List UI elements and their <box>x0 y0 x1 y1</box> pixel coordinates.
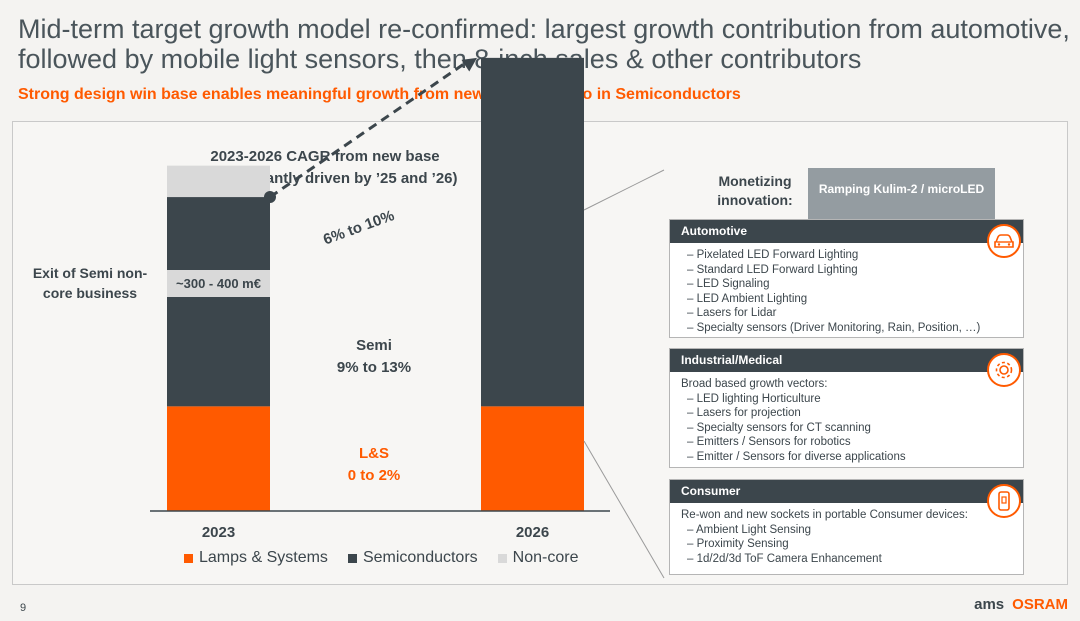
kulim-tab: Ramping Kulim-2 / microLED <box>808 168 995 220</box>
list-item: – Lasers for Lidar <box>687 307 777 319</box>
card-body-consumer: Re-won and new sockets in portable Consu… <box>670 503 1023 566</box>
card-intro-consumer: Re-won and new sockets in portable Consu… <box>681 509 969 521</box>
bar-lamps-systems-2026 <box>481 406 584 511</box>
callout-connector-top <box>583 169 665 211</box>
legend-swatch-semiconductors <box>347 553 357 563</box>
list-item: – Specialty sensors (Driver Monitoring, … <box>687 321 981 334</box>
card-title-consumer: Consumer <box>670 480 1023 503</box>
bar-semiconductors-2023 <box>167 197 270 407</box>
company-logo: ams OSRAM <box>974 596 1068 613</box>
legend-item-semiconductors: Semiconductors <box>347 549 478 567</box>
gear-icon <box>987 353 1021 387</box>
ls-label-value: 0 to 2% <box>347 467 401 484</box>
chart-legend: Lamps & Systems Semiconductors Non-core <box>184 549 578 567</box>
x-tick-label-2026: 2026 <box>515 524 550 541</box>
list-item: – LED Signaling <box>687 278 770 290</box>
card-title-industrial: Industrial/Medical <box>670 349 1023 372</box>
list-item: – Lasers for projection <box>687 407 801 419</box>
bar-semiconductors-2026 <box>481 57 584 407</box>
list-item: – Proximity Sensing <box>687 538 789 550</box>
cagr-arrow <box>269 60 468 199</box>
card-automotive: Automotive – Pixelated LED Forward Light… <box>669 219 1024 338</box>
cagr-start-dot <box>264 191 276 204</box>
car-icon <box>987 224 1021 258</box>
card-industrial-medical: Industrial/Medical Broad based growth ve… <box>669 348 1024 468</box>
list-item: – Pixelated LED Forward Lighting <box>687 249 859 261</box>
page-title: Mid-term target growth model re-confirme… <box>18 14 1070 74</box>
semi-label-name: Semi <box>356 337 392 354</box>
list-item: – Emitters / Sensors for robotics <box>687 436 851 448</box>
list-item: – Specialty sensors for CT scanning <box>687 421 871 434</box>
x-tick-label-2023: 2023 <box>201 524 236 541</box>
logo-ams: ams <box>974 596 1005 613</box>
logo-osram: OSRAM <box>1012 596 1068 613</box>
card-body-industrial: Broad based growth vectors: – LED lighti… <box>670 372 1023 464</box>
list-item: – LED Ambient Lighting <box>687 292 808 305</box>
ls-segment-label: L&S 0 to 2% <box>314 443 434 487</box>
monetizing-label: Monetizing innovation: <box>717 173 793 208</box>
legend-swatch-lamps <box>184 553 193 563</box>
chart-title: 2023-2026 CAGR from new base <box>210 148 440 165</box>
list-item: – LED lighting Horticulture <box>687 392 821 405</box>
legend-label-noncore: Non-core <box>512 549 579 566</box>
page-number: 9 <box>20 602 27 614</box>
callout-connector-bottom <box>583 440 665 579</box>
list-item: – Emitter / Sensors for diverse applicat… <box>687 450 906 463</box>
card-consumer: Consumer Re-won and new sockets in porta… <box>669 479 1024 575</box>
legend-swatch-noncore <box>497 553 507 563</box>
card-intro-industrial: Broad based growth vectors: <box>681 378 828 390</box>
legend-label-lamps: Lamps & Systems <box>199 549 328 566</box>
list-item: – 1d/2d/3d ToF Camera Enhancement <box>687 552 882 565</box>
legend-item-noncore: Non-core <box>497 549 579 567</box>
noncore-value-label: ~300 - 400 m€ <box>167 270 270 297</box>
semi-segment-label: Semi 9% to 13% <box>314 335 434 379</box>
card-body-automotive: – Pixelated LED Forward Lighting – Stand… <box>670 243 1023 335</box>
legend-label-semiconductors: Semiconductors <box>362 549 478 566</box>
list-item: – Ambient Light Sensing <box>687 523 812 536</box>
ls-label-name: L&S <box>359 445 389 462</box>
cagr-arrow-head <box>461 57 477 72</box>
bar-lamps-systems-2023 <box>167 406 270 511</box>
legend-item-lamps: Lamps & Systems <box>184 549 328 567</box>
exit-label: Exit of Semi non-core business <box>32 265 148 301</box>
bar-non-core-2023 <box>167 165 270 198</box>
card-title-automotive: Automotive <box>670 220 1023 243</box>
list-item: – Standard LED Forward Lighting <box>687 263 858 276</box>
phone-icon <box>987 484 1021 518</box>
semi-label-value: 9% to 13% <box>336 359 412 376</box>
